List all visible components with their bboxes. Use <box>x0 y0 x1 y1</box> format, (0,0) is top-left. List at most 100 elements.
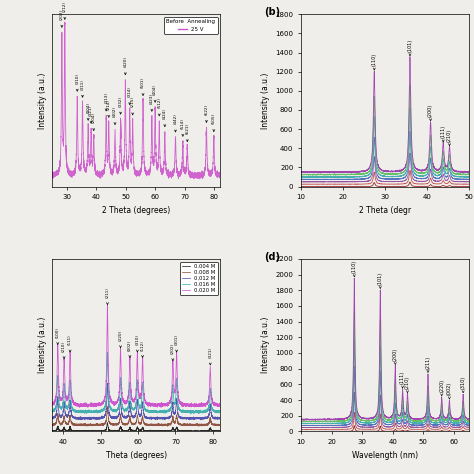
Y-axis label: Intensity (a.u.): Intensity (a.u.) <box>37 317 46 374</box>
0.012 M <box>121 415 127 421</box>
0.020 M <box>212 402 218 408</box>
Text: (423): (423) <box>150 93 154 111</box>
Text: (424): (424) <box>163 108 167 127</box>
0.004 M <box>172 428 177 434</box>
Text: (211): (211) <box>105 287 109 305</box>
0.012 M <box>212 416 218 421</box>
Text: (512): (512) <box>157 97 161 116</box>
0.020 M <box>129 396 135 401</box>
0.008 M <box>105 404 110 410</box>
0.008 M <box>218 422 223 428</box>
0.008 M <box>120 420 126 426</box>
Text: (313): (313) <box>104 92 108 111</box>
0.004 M <box>121 428 127 434</box>
0.020 M <box>218 402 223 408</box>
0.012 M <box>105 380 110 386</box>
Text: (d): (d) <box>264 252 280 262</box>
Text: (111): (111) <box>400 371 405 388</box>
0.020 M <box>120 397 126 402</box>
Text: (442): (442) <box>173 114 177 132</box>
0.012 M <box>204 416 210 421</box>
Text: (111): (111) <box>68 335 72 352</box>
0.016 M <box>121 407 127 413</box>
0.016 M <box>212 409 218 414</box>
Text: (204): (204) <box>92 112 96 131</box>
Text: (622): (622) <box>204 104 209 122</box>
Text: (211): (211) <box>426 356 430 373</box>
0.008 M <box>204 421 210 427</box>
0.012 M <box>218 415 223 421</box>
0.008 M <box>172 420 177 426</box>
0.020 M <box>105 302 110 308</box>
Text: (321): (321) <box>89 105 93 123</box>
Text: (420): (420) <box>123 56 128 75</box>
0.020 M <box>49 402 55 408</box>
Text: (110): (110) <box>352 260 357 277</box>
0.012 M <box>129 413 135 419</box>
0.004 M <box>212 428 218 434</box>
Text: (215): (215) <box>131 96 135 115</box>
0.012 M <box>120 414 126 419</box>
Line: 0.012 M: 0.012 M <box>52 383 220 420</box>
0.012 M <box>172 410 177 416</box>
0.016 M <box>120 405 126 410</box>
Text: (210): (210) <box>405 376 410 393</box>
Text: (002): (002) <box>447 382 452 399</box>
0.004 M <box>49 428 55 434</box>
Text: (002): (002) <box>128 339 132 357</box>
Text: (100): (100) <box>56 327 60 345</box>
0.016 M <box>129 406 135 412</box>
Text: (311): (311) <box>81 79 84 97</box>
Text: (501): (501) <box>141 77 145 96</box>
0.020 M <box>172 389 177 395</box>
X-axis label: Theta (degrees): Theta (degrees) <box>106 450 167 459</box>
Text: (621): (621) <box>185 123 189 142</box>
X-axis label: 2 Theta (degrees): 2 Theta (degrees) <box>102 206 170 215</box>
0.020 M <box>204 401 210 406</box>
0.004 M <box>129 428 135 433</box>
Text: (200): (200) <box>393 348 398 365</box>
Text: (514): (514) <box>181 118 185 137</box>
Text: (310): (310) <box>136 334 139 352</box>
Text: (402): (402) <box>113 106 117 125</box>
0.004 M <box>218 428 223 434</box>
0.016 M <box>172 400 177 406</box>
Line: 0.004 M: 0.004 M <box>52 423 220 431</box>
0.004 M <box>49 428 55 434</box>
0.016 M <box>105 349 110 355</box>
Text: (220): (220) <box>118 330 123 348</box>
Line: 0.020 M: 0.020 M <box>52 305 220 407</box>
X-axis label: Wavelength (nm): Wavelength (nm) <box>352 450 418 459</box>
Text: (101): (101) <box>378 272 383 289</box>
0.020 M <box>85 404 91 410</box>
Text: (111): (111) <box>441 125 446 142</box>
Text: (332): (332) <box>118 95 123 114</box>
Text: (314): (314) <box>128 86 132 105</box>
Y-axis label: Intensity (a.u.): Intensity (a.u.) <box>261 72 270 128</box>
Text: (112): (112) <box>141 340 145 357</box>
0.016 M <box>49 409 55 414</box>
Text: (101): (101) <box>408 38 412 56</box>
Text: (210): (210) <box>447 128 452 146</box>
0.016 M <box>218 410 223 416</box>
Text: (110): (110) <box>372 53 377 70</box>
Text: (220): (220) <box>439 379 444 396</box>
Text: (310): (310) <box>75 73 79 91</box>
Text: (301): (301) <box>174 334 179 352</box>
0.012 M <box>198 417 204 423</box>
0.008 M <box>212 422 218 428</box>
Text: (404): (404) <box>153 84 157 102</box>
0.004 M <box>204 428 210 434</box>
Line: 0.008 M: 0.008 M <box>52 407 220 426</box>
0.004 M <box>120 428 126 433</box>
0.012 M <box>49 416 55 421</box>
Text: (b): (b) <box>264 7 280 18</box>
Text: (202): (202) <box>171 343 175 361</box>
0.008 M <box>49 422 55 428</box>
0.016 M <box>204 408 210 413</box>
Text: (321): (321) <box>208 347 212 365</box>
Text: (200): (200) <box>428 103 433 121</box>
X-axis label: 2 Theta (degr: 2 Theta (degr <box>359 206 411 215</box>
0.004 M <box>105 420 110 426</box>
Legend: 0.004 M, 0.008 M, 0.012 M, 0.016 M, 0.020 M: 0.004 M, 0.008 M, 0.012 M, 0.016 M, 0.02… <box>180 262 218 295</box>
